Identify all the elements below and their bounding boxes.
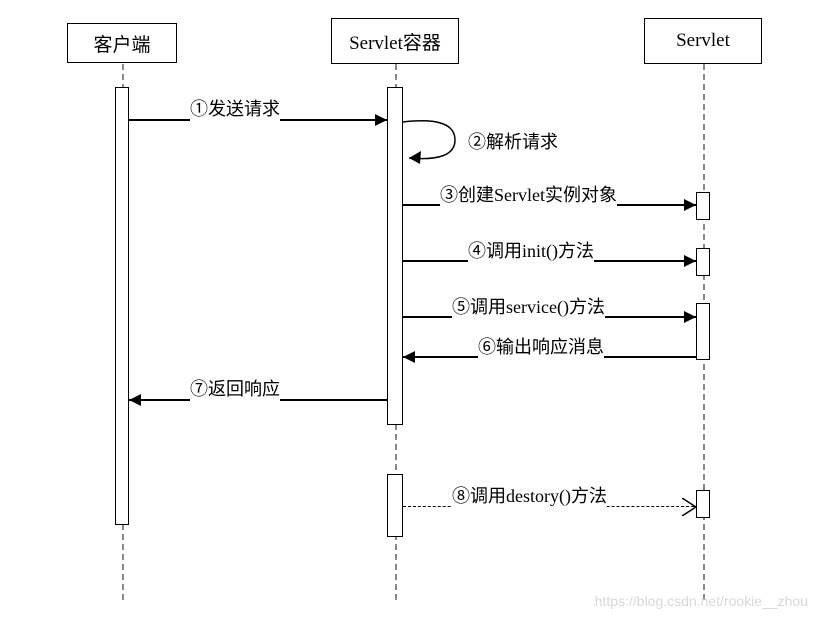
msg-7-arrow bbox=[129, 394, 141, 406]
msg-5-label: ⑤调用service()方法 bbox=[452, 293, 605, 319]
activation-container-main bbox=[387, 87, 403, 425]
msg-8-label: ⑧调用destory()方法 bbox=[452, 482, 607, 508]
msg-3-label: ③创建Servlet实例对象 bbox=[440, 181, 617, 207]
participant-client-label: 客户端 bbox=[93, 30, 150, 57]
msg-2-label: ②解析请求 bbox=[468, 128, 558, 154]
msg-2-loop bbox=[403, 118, 463, 164]
participant-servlet-label: Servlet bbox=[676, 30, 730, 52]
activation-servlet-destroy bbox=[696, 490, 710, 518]
activation-client-main bbox=[115, 87, 129, 525]
activation-servlet-init bbox=[696, 248, 710, 276]
activation-servlet-service bbox=[696, 303, 710, 360]
participant-container: Servlet容器 bbox=[331, 18, 459, 64]
participant-servlet: Servlet bbox=[644, 18, 762, 64]
msg-7-label: ⑦返回响应 bbox=[190, 375, 280, 401]
msg-3-arrow bbox=[684, 199, 696, 211]
msg-4-label: ④调用init()方法 bbox=[468, 237, 594, 263]
msg-4-arrow bbox=[684, 255, 696, 267]
msg-6-label: ⑥输出响应消息 bbox=[478, 333, 604, 359]
msg-6-arrow bbox=[403, 351, 415, 363]
msg-1-label: ①发送请求 bbox=[190, 95, 280, 121]
participant-client: 客户端 bbox=[67, 23, 177, 63]
activation-container-destroy bbox=[387, 474, 403, 537]
msg-1-arrow bbox=[375, 114, 387, 126]
msg-8-arrow bbox=[682, 498, 698, 516]
participant-container-label: Servlet容器 bbox=[349, 28, 441, 55]
sequence-diagram: 客户端 Servlet容器 Servlet ①发送请求 ②解析请求 ③创建Ser… bbox=[0, 0, 820, 617]
watermark: https://blog.csdn.net/rookie__zhou bbox=[595, 593, 808, 609]
activation-servlet-create bbox=[696, 192, 710, 220]
msg-5-arrow bbox=[684, 311, 696, 323]
